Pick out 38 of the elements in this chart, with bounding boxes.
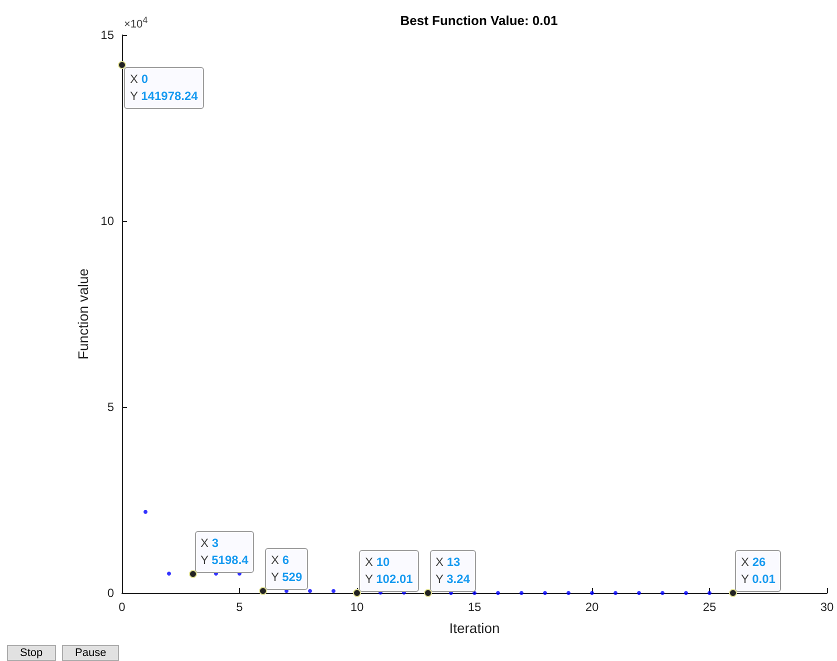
x-tick-label: 0 (118, 600, 126, 614)
chart-title: Best Function Value: 0.01 (400, 13, 558, 28)
y-tick-label: 5 (107, 400, 114, 414)
point (472, 590, 476, 595)
point (332, 589, 336, 594)
point (543, 590, 547, 595)
point (684, 590, 688, 595)
y-axis-title: Function value (74, 268, 91, 360)
point (660, 590, 664, 595)
annotation: X 0 Y 141978.24 (130, 72, 198, 103)
point (614, 590, 618, 595)
point (637, 590, 641, 595)
x-tick-label: 20 (585, 600, 599, 614)
x-tick-label: 5 (236, 600, 244, 614)
point (520, 590, 524, 595)
annotation: X 13 Y 3.24 (436, 554, 470, 586)
point (167, 572, 171, 576)
x-tick-label: 15 (468, 600, 482, 614)
point (566, 590, 570, 595)
y-tick-label: 0 (107, 586, 114, 600)
annotation: X 26 Y 0.01 (741, 554, 776, 586)
y-tick-label: 15 (100, 28, 114, 42)
y-tick-label: 10 (100, 214, 114, 228)
point (308, 589, 312, 594)
text: ×10$^{4}$ (124, 15, 148, 31)
x-axis-title: Iteration (449, 620, 500, 636)
x-tick-label: 10 (350, 600, 364, 614)
annotation: X 6 Y 529 (271, 553, 302, 584)
push-button: Stop (7, 645, 56, 661)
point (144, 510, 148, 514)
point (590, 590, 594, 595)
push-button: Pause (62, 645, 120, 661)
point (708, 590, 712, 595)
point (496, 590, 500, 595)
annotation: X 3 Y 5198.4 (200, 536, 248, 567)
x-tick-label: 30 (820, 600, 834, 614)
annotation: X 10 Y 102.01 (365, 554, 413, 586)
x-tick-label: 25 (702, 600, 716, 614)
